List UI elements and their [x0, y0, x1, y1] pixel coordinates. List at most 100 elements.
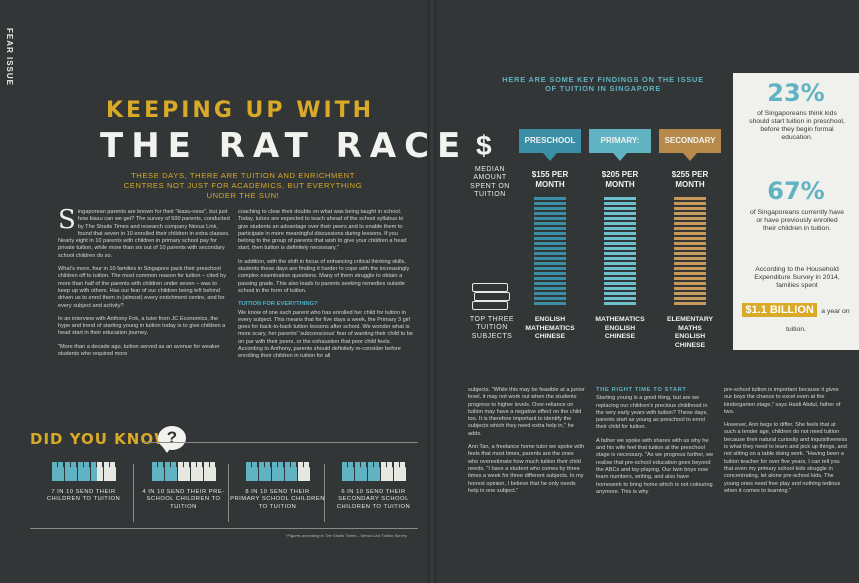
stack-stripe [534, 202, 566, 205]
person-icon [177, 462, 184, 481]
subject: ELEMENTARY MATHS [666, 316, 714, 332]
person-icon-filled [284, 462, 291, 481]
person-icon [203, 462, 210, 481]
stack-stripe [674, 202, 706, 205]
paragraph: However, Ann begs to differ. She feels t… [724, 422, 848, 494]
subject: MATHEMATICS [595, 316, 645, 323]
headline-line-2: THE RAT RACE [100, 126, 469, 166]
headline-line-1: KEEPING UP WITH [106, 98, 375, 123]
person-icon-filled [151, 462, 158, 481]
paragraph: What's more, four in 10 families in Sing… [58, 266, 227, 309]
footnote: *Figures according to The Straits Times … [286, 533, 407, 538]
price: $255 PER MONTH [671, 170, 709, 189]
divider [324, 464, 325, 522]
person-icon-filled [51, 462, 58, 481]
stack-stripe [534, 292, 566, 295]
stack-stripe [534, 242, 566, 245]
person-icon [97, 462, 104, 481]
section-tag: FEAR ISSUE [5, 28, 14, 87]
dollar-icon: $ [476, 130, 492, 161]
subject-list: ENGLISH MATHEMATICS CHINESE [515, 316, 585, 342]
stack-stripe [674, 262, 706, 265]
stack-stripe [674, 212, 706, 215]
person-icon-filled [171, 462, 178, 481]
arrow-icon [613, 153, 627, 161]
stack-stripe [604, 302, 636, 305]
stack-stripe [604, 282, 636, 285]
stack-stripe [674, 222, 706, 225]
person-icon-filled [245, 462, 252, 481]
stack-stripe [604, 257, 636, 260]
deck-subtitle: THESE DAYS, THERE ARE TUITION AND ENRICH… [123, 171, 363, 200]
stack-stripe [604, 287, 636, 290]
stack-stripe [534, 282, 566, 285]
price-stack [674, 197, 706, 305]
page-gutter [428, 0, 436, 583]
stack-stripe [674, 257, 706, 260]
person-icon-filled [341, 462, 348, 481]
stat-tail: a year on tuition. [785, 308, 850, 333]
person-icon-filled [367, 462, 374, 481]
stack-stripe [674, 277, 706, 280]
divider [133, 464, 134, 522]
subhead: THE RIGHT TIME TO START [596, 387, 687, 393]
level-label: SECONDARY [659, 129, 721, 153]
stack-stripe [534, 297, 566, 300]
stack-stripe [674, 267, 706, 270]
stack-stripe [604, 207, 636, 210]
person-icon-filled [64, 462, 71, 481]
price-stack [534, 197, 566, 305]
subject: ENGLISH [674, 333, 706, 341]
stat-text: According to the Household Expenditure S… [754, 266, 840, 289]
person-icon-filled [77, 462, 84, 481]
person-icon-filled [84, 462, 91, 481]
paragraph: A father we spoke with shares with us wh… [596, 437, 714, 495]
subject: ENGLISH [604, 324, 636, 332]
stack-stripe [534, 247, 566, 250]
stack-stripe [604, 237, 636, 240]
person-icon-filled [271, 462, 278, 481]
stack-stripe [604, 232, 636, 235]
stat-number: 23% [767, 79, 825, 107]
person-icon-filled [164, 462, 171, 481]
person-icon-filled [354, 462, 361, 481]
billion-stat: $1.1 BILLION a year on tuition. [733, 300, 859, 336]
stat-item: 4 IN 10 SEND THEIR PRE-SCHOOL CHILDREN T… [136, 460, 231, 522]
people-icons [326, 462, 421, 481]
arrow-icon [543, 153, 557, 161]
stack-stripe [674, 302, 706, 305]
stack-stripe [674, 237, 706, 240]
paragraph: subjects. "While this may be feasible at… [468, 387, 585, 437]
person-icon-filled [361, 462, 368, 481]
person-icon-filled [291, 462, 298, 481]
level-label: PRESCHOOL [519, 129, 581, 153]
book-shape [472, 301, 508, 310]
stack-stripe [534, 232, 566, 235]
stack-stripe [604, 252, 636, 255]
stack-stripe [534, 287, 566, 290]
stack-stripe [604, 262, 636, 265]
stack-stripe [674, 297, 706, 300]
stack-stripe [534, 217, 566, 220]
paragraph: ingaporean parents are known for their "… [58, 209, 230, 259]
question-bubble-icon: ? [158, 426, 186, 453]
person-icon-filled [374, 462, 381, 481]
dropcap: S [58, 205, 76, 235]
stack-stripe [534, 257, 566, 260]
people-icons [230, 462, 325, 481]
person-icon [400, 462, 407, 481]
subject-list: MATHEMATICS ENGLISH CHINESE [585, 316, 655, 342]
people-icons [36, 462, 131, 481]
median-label: MEDIAN AMOUNT SPENT ON TUITION [470, 166, 510, 199]
stack-stripe [534, 267, 566, 270]
divider [142, 442, 418, 443]
stack-stripe [604, 247, 636, 250]
person-icon [190, 462, 197, 481]
stat-text: 6 IN 10 SEND THEIR SECONDARY SCHOOL CHIL… [336, 489, 411, 510]
stack-stripe [604, 202, 636, 205]
stat-number: 67% [767, 177, 825, 205]
subhead: TUITION FOR EVERYTHING? [238, 301, 318, 308]
person-icon-filled [265, 462, 272, 481]
article-column-5: pre-school tuition is important because … [724, 387, 848, 501]
